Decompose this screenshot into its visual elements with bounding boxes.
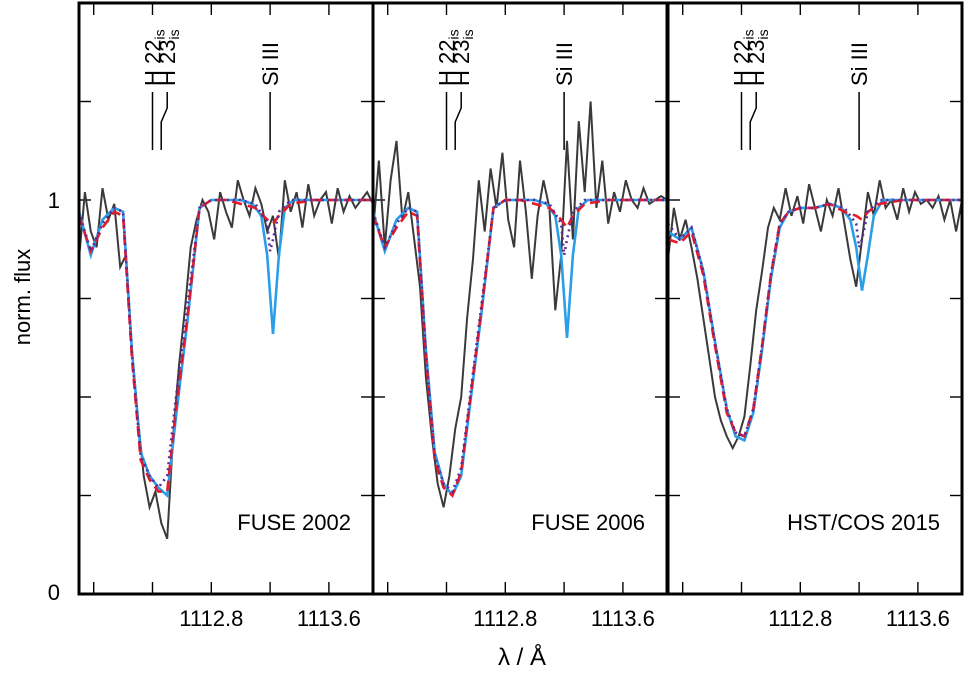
x-tick-label: 1113.6 [886,606,950,631]
model-solid [373,198,667,499]
observed-spectrum [668,180,962,451]
line-id-subscript: is [460,29,476,39]
line-id-marker [160,92,168,150]
observed-spectrum [79,180,373,540]
x-tick-label: 1113.6 [591,606,655,631]
observed-spectrum [373,101,667,508]
line-id-subscript: is [741,29,757,39]
line-id-subscript: is [446,29,462,39]
panel-frame [371,1,669,596]
line-id-marker [749,92,757,150]
x-axis-label: λ / Å [498,643,546,671]
y-tick-label-1: 1 [48,188,60,213]
y-tick-label-0: 0 [48,580,60,605]
line-id-label: Si III [552,42,577,86]
line-id-label: Si III [847,42,872,86]
line-id-subscript: is [166,29,182,39]
line-id-marker [454,92,462,150]
model-dashed [79,198,373,493]
x-tick-label: 1112.8 [473,606,537,631]
model-dashed [373,198,667,498]
x-tick-label: 1112.8 [179,606,243,631]
line-id-subscript: is [755,29,771,39]
panel-frame [666,1,964,596]
model-dotted [668,198,962,439]
model-dotted [79,198,373,490]
y-axis-label: norm. flux [10,249,35,346]
model-dotted [373,198,667,494]
model-solid [668,198,962,443]
line-id-subscript: is [152,29,168,39]
line-id-label: Si III [258,42,283,86]
model-solid [79,198,373,499]
panel-label: HST/COS 2015 [787,510,940,535]
panel-label: FUSE 2006 [531,510,645,535]
x-tick-label: 1112.8 [768,606,832,631]
panel-label: FUSE 2002 [237,510,351,535]
x-tick-label: 1113.6 [297,606,361,631]
panel-frame [77,1,375,596]
